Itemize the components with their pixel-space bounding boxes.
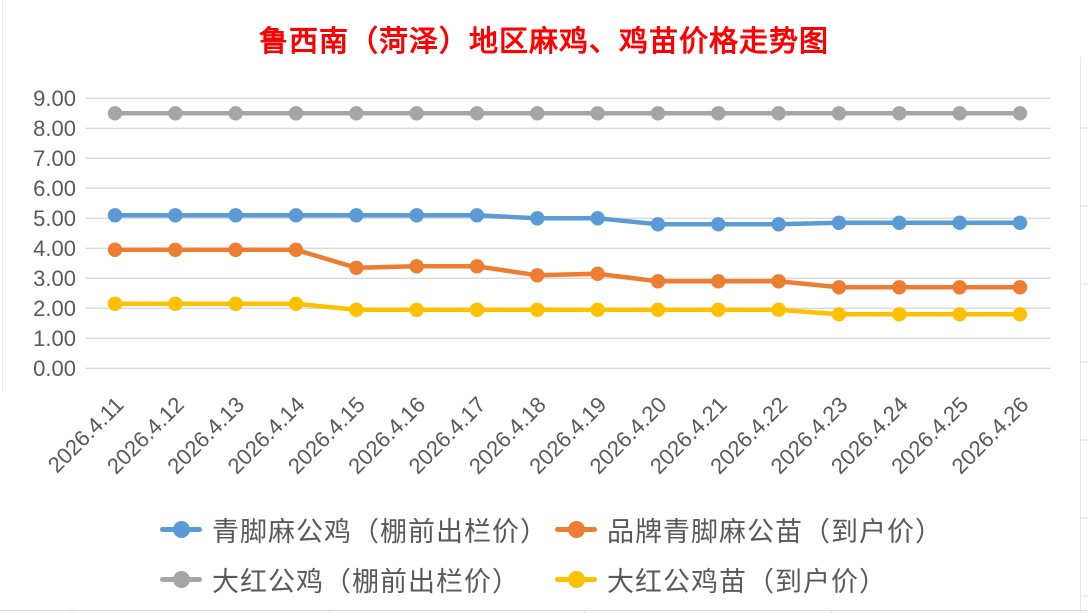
series-2-marker [831, 106, 847, 121]
series-2-marker [228, 106, 243, 121]
series-1-marker [168, 242, 183, 257]
series-0-marker [711, 217, 726, 232]
y-axis-tick-label: 3.00 [33, 266, 76, 291]
series-2-marker [711, 106, 726, 121]
series-0-marker [892, 215, 907, 230]
legend-line-marker-icon [555, 520, 597, 538]
series-1-line [112, 247, 1023, 290]
series-1-marker [228, 242, 243, 257]
series-0-marker [1012, 215, 1028, 230]
legend-line-marker-icon [555, 570, 597, 588]
series-1-marker [892, 280, 907, 295]
series-3-marker [409, 302, 424, 317]
series-1-marker [590, 266, 605, 281]
series-0-marker [831, 215, 847, 230]
series-2-marker [892, 106, 907, 121]
series-1-marker [650, 274, 666, 289]
legend-label: 大红公鸡（棚前出栏价） [212, 566, 520, 597]
legend-item-2: 大红公鸡（棚前出栏价） [160, 554, 555, 604]
legend-label: 大红公鸡苗（到户价） [607, 566, 887, 597]
series-3-marker [1012, 307, 1028, 322]
legend-line-marker-icon [160, 570, 202, 588]
series-0-marker [288, 208, 304, 223]
series-1-marker [831, 280, 847, 295]
series-2-marker [1012, 106, 1028, 121]
series-3-marker [168, 296, 183, 311]
legend-label: 青脚麻公鸡（棚前出栏价） [212, 516, 548, 547]
series-0-marker [530, 211, 545, 226]
y-axis-tick-label: 7.00 [33, 146, 76, 171]
y-axis-tick-label: 8.00 [33, 116, 76, 141]
series-1-marker [711, 274, 726, 289]
series-0-marker [469, 208, 485, 223]
series-3-marker [650, 302, 666, 317]
series-3-line [112, 301, 1023, 317]
series-3-marker [711, 302, 726, 317]
series-0-marker [409, 208, 424, 223]
series-0-marker [771, 217, 786, 232]
y-axis-tick-label: 0.00 [33, 356, 76, 381]
series-0-marker [107, 208, 123, 223]
series-1-marker [952, 280, 967, 295]
series-3-marker [952, 307, 967, 322]
series-3-marker [831, 307, 847, 322]
series-3-marker [892, 307, 907, 322]
legend-item-0: 青脚麻公鸡（棚前出栏价） [160, 504, 555, 554]
series-2-marker [288, 106, 304, 121]
series-3-marker [590, 302, 605, 317]
series-0-marker [952, 215, 967, 230]
legend-item-3: 大红公鸡苗（到户价） [555, 554, 950, 604]
series-2-marker [952, 106, 967, 121]
y-axis-tick-label: 6.00 [33, 176, 76, 201]
series-1-marker [1012, 280, 1028, 295]
series-2-marker [168, 106, 183, 121]
series-1-marker [409, 259, 424, 274]
legend-label: 品牌青脚麻公苗（到户价） [607, 516, 943, 547]
y-axis-tick-label: 9.00 [33, 86, 76, 111]
series-1-marker [469, 259, 485, 274]
series-1-marker [771, 274, 786, 289]
series-3-marker [771, 302, 786, 317]
y-axis-tick-label: 4.00 [33, 236, 76, 261]
series-2-marker [107, 106, 123, 121]
series-3-marker [228, 296, 243, 311]
series-1-marker [349, 260, 364, 275]
series-0-line [112, 213, 1023, 227]
series-2-marker [650, 106, 666, 121]
series-2-marker [349, 106, 364, 121]
series-3-marker [107, 296, 123, 311]
series-1-marker [530, 268, 545, 283]
series-2-marker [469, 106, 485, 121]
series-0-marker [650, 217, 666, 232]
y-axis-tick-label: 5.00 [33, 206, 76, 231]
series-0-marker [228, 208, 243, 223]
legend: 青脚麻公鸡（棚前出栏价） 品牌青脚麻公苗（到户价） 大红公鸡（棚前出栏价） 大红公鸡苗… [160, 504, 950, 604]
series-2-marker [409, 106, 424, 121]
y-axis-tick-label: 2.00 [33, 296, 76, 321]
series-2-marker [590, 106, 605, 121]
series-2-marker [771, 106, 786, 121]
chart-title: 鲁西南（菏泽）地区麻鸡、鸡苗价格走势图 [258, 26, 829, 58]
series-3-marker [530, 302, 545, 317]
series-0-marker [168, 208, 183, 223]
series-1-marker [107, 242, 123, 257]
series-3-marker [349, 302, 364, 317]
series-0-marker [349, 208, 364, 223]
series-1-marker [288, 242, 304, 257]
legend-line-marker-icon [160, 520, 202, 538]
y-axis-tick-label: 1.00 [33, 326, 76, 351]
series-0-marker [590, 211, 605, 226]
legend-item-1: 品牌青脚麻公苗（到户价） [555, 504, 950, 554]
series-2-marker [530, 106, 545, 121]
series-3-marker [288, 296, 304, 311]
series-3-marker [469, 302, 485, 317]
